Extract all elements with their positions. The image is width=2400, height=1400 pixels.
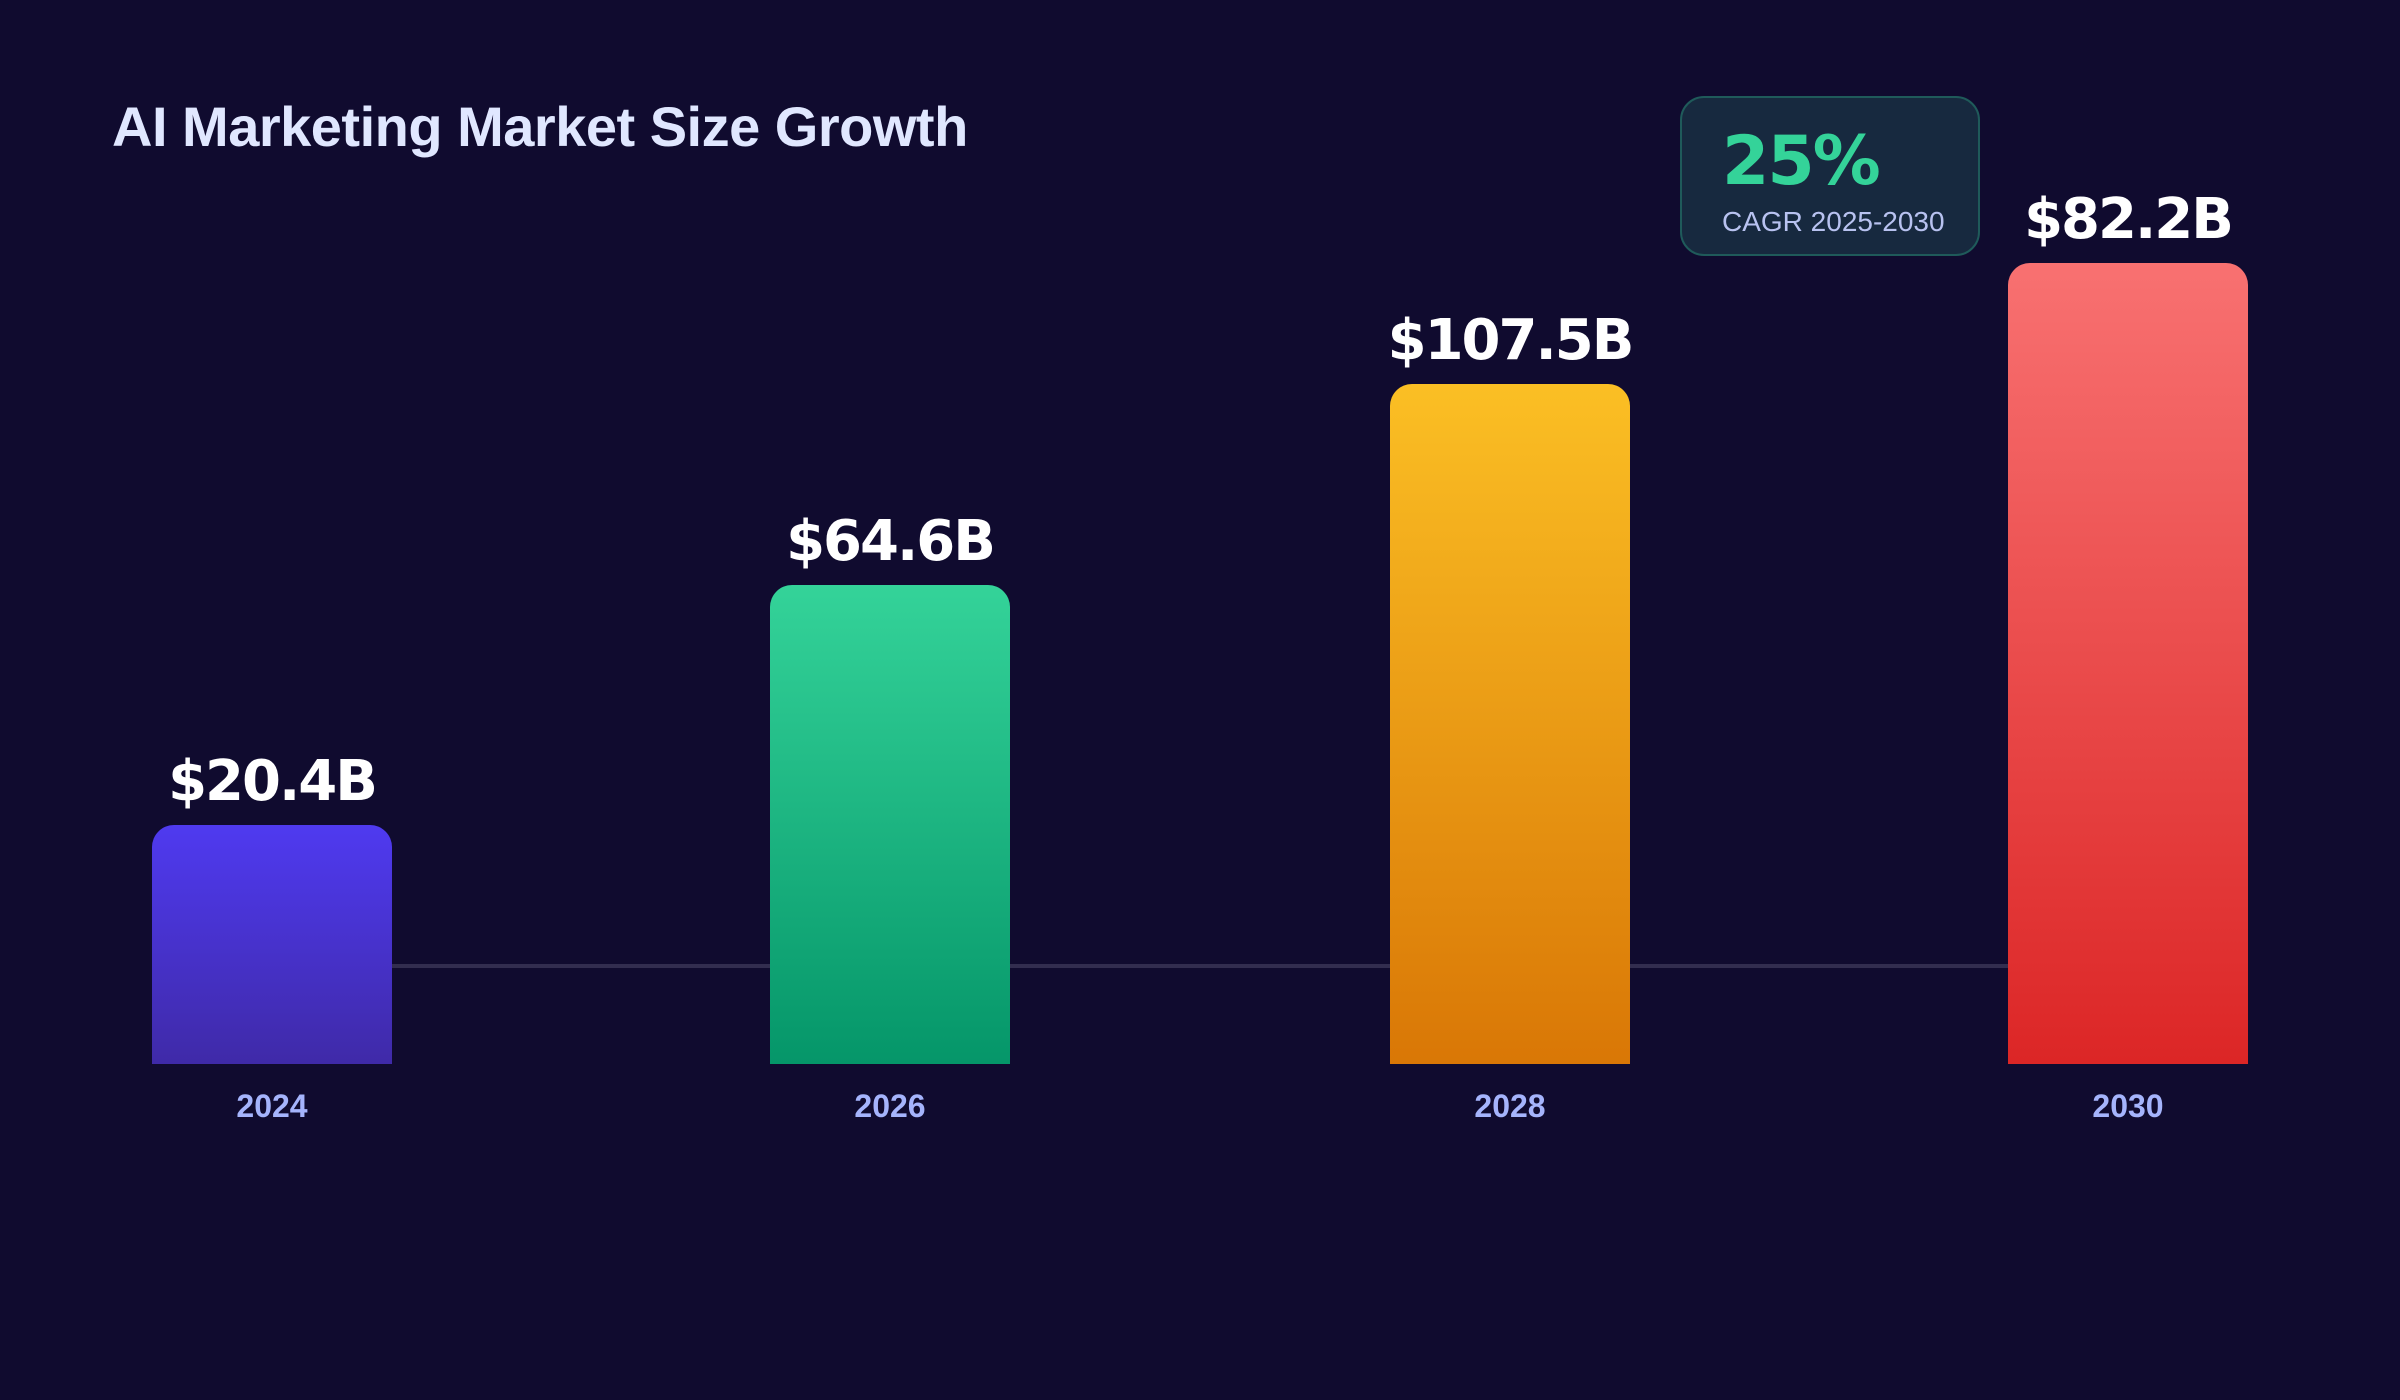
cagr-label: CAGR 2025-2030 <box>1722 206 1945 237</box>
value-label: $64.6B <box>786 509 996 574</box>
value-label: $82.2B <box>2024 187 2234 252</box>
x-tick-label: 2026 <box>854 1088 926 1124</box>
baseline-line <box>152 964 2248 968</box>
bar-2030 <box>2008 263 2248 1064</box>
x-tick-label: 2028 <box>1474 1088 1546 1124</box>
bar-2028 <box>1390 384 1630 1064</box>
chart-title: AI Marketing Market Size Growth <box>112 95 968 158</box>
value-label: $107.5B <box>1387 308 1635 373</box>
bar-2024 <box>152 825 392 1064</box>
value-label: $20.4B <box>168 749 378 814</box>
x-tick-label: 2030 <box>2092 1088 2164 1124</box>
cagr-callout: 25% CAGR 2025-2030 <box>1680 96 1980 256</box>
cagr-value: 25% <box>1722 122 1881 201</box>
bar-2026 <box>770 585 1010 1064</box>
x-tick-label: 2024 <box>236 1088 308 1124</box>
